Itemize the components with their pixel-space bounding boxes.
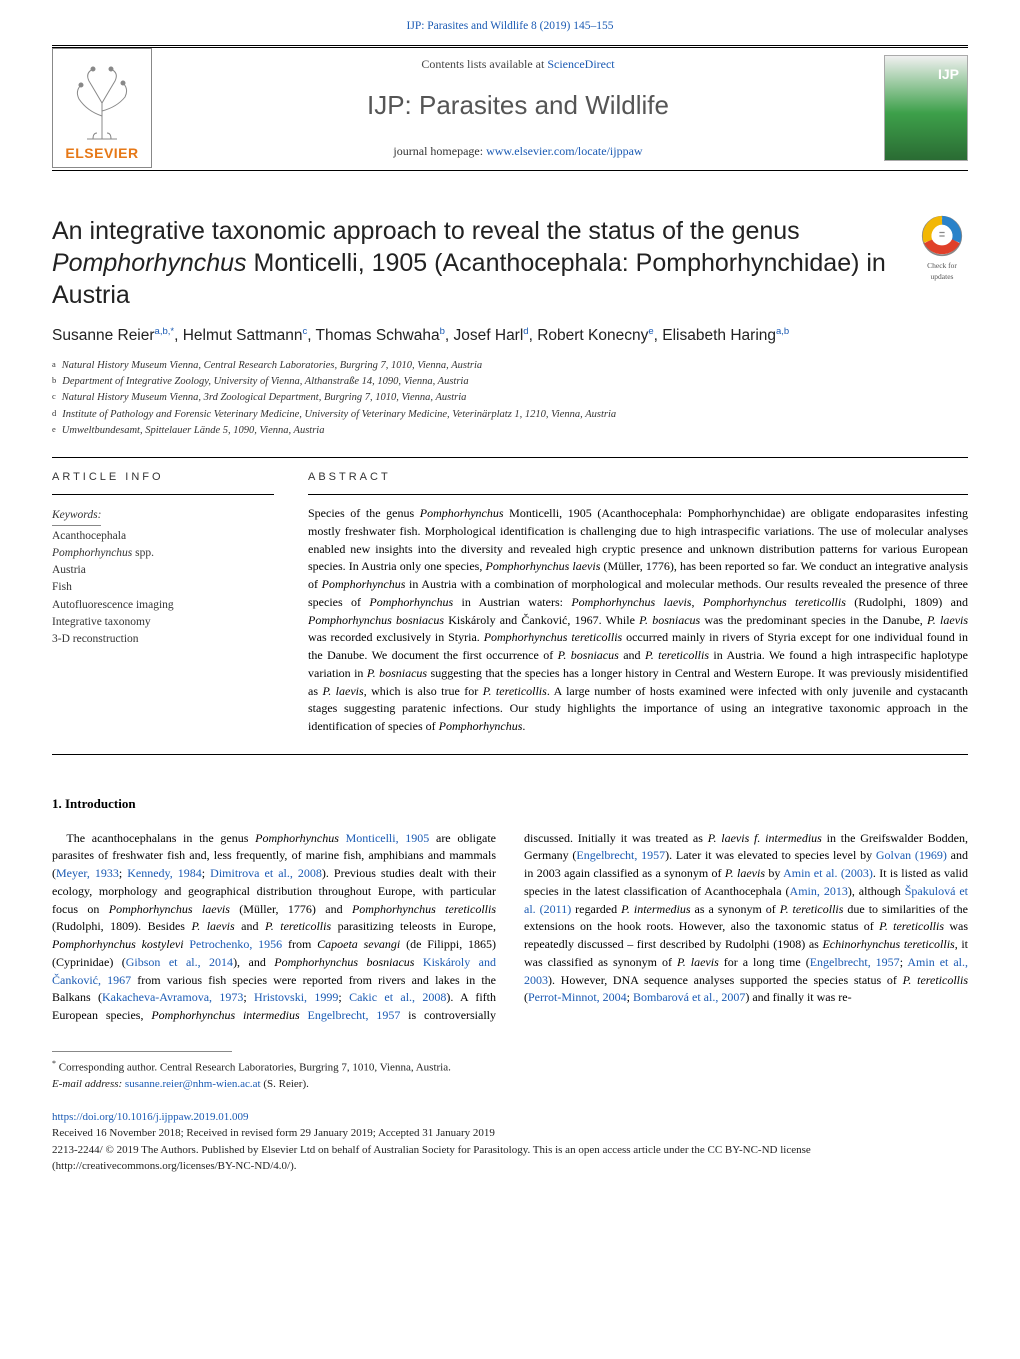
- section-1-heading: 1. Introduction: [52, 795, 968, 814]
- banner-center: Contents lists available at ScienceDirec…: [152, 48, 884, 168]
- affiliation: cNatural History Museum Vienna, 3rd Zool…: [52, 390, 968, 406]
- keywords-label: Keywords:: [52, 507, 101, 526]
- article-info-heading: ARTICLE INFO: [52, 460, 274, 495]
- check-updates-badge[interactable]: Check for updates: [916, 215, 968, 283]
- abstract-text: Species of the genus Pomphorhynchus Mont…: [308, 505, 968, 736]
- affiliation: eUmweltbundesamt, Spittelauer Lände 5, 1…: [52, 423, 968, 439]
- license-text: 2213-2244/ © 2019 The Authors. Published…: [52, 1142, 968, 1175]
- affiliation: aNatural History Museum Vienna, Central …: [52, 358, 968, 374]
- abstract-heading: ABSTRACT: [308, 460, 968, 495]
- email-line: E-mail address: susanne.reier@nhm-wien.a…: [52, 1076, 968, 1093]
- affiliation: dInstitute of Pathology and Forensic Vet…: [52, 407, 968, 423]
- contents-prefix: Contents lists available at: [421, 57, 547, 71]
- keyword: Integrative taxonomy: [52, 614, 274, 631]
- keyword: Fish: [52, 579, 274, 596]
- email-suffix: (S. Reier).: [261, 1078, 309, 1090]
- running-citation: IJP: Parasites and Wildlife 8 (2019) 145…: [52, 18, 968, 35]
- article-info: ARTICLE INFO Keywords: AcanthocephalaPom…: [52, 460, 274, 736]
- keyword: 3-D reconstruction: [52, 631, 274, 648]
- journal-name: IJP: Parasites and Wildlife: [162, 87, 874, 125]
- email-label: E-mail address:: [52, 1078, 125, 1090]
- corresponding-author: * Corresponding author. Central Research…: [52, 1058, 968, 1076]
- footer-block: https://doi.org/10.1016/j.ijppaw.2019.01…: [52, 1109, 968, 1175]
- publisher-name: ELSEVIER: [65, 143, 138, 163]
- homepage-prefix: journal homepage:: [393, 144, 486, 158]
- title-row: An integrative taxonomic approach to rev…: [52, 215, 968, 311]
- keyword: Autofluorescence imaging: [52, 597, 274, 614]
- article-title: An integrative taxonomic approach to rev…: [52, 215, 902, 311]
- page: IJP: Parasites and Wildlife 8 (2019) 145…: [0, 0, 1020, 1205]
- journal-homepage-line: journal homepage: www.elsevier.com/locat…: [162, 143, 874, 160]
- contents-list-line: Contents lists available at ScienceDirec…: [162, 56, 874, 73]
- check-updates-label: Check for updates: [916, 261, 968, 283]
- author-email-link[interactable]: susanne.reier@nhm-wien.ac.at: [125, 1078, 261, 1090]
- top-rule: [52, 45, 968, 46]
- body-columns: The acanthocephalans in the genus Pompho…: [52, 830, 968, 1025]
- affiliation: bDepartment of Integrative Zoology, Univ…: [52, 374, 968, 390]
- keyword: Acanthocephala: [52, 528, 274, 545]
- affiliations: aNatural History Museum Vienna, Central …: [52, 358, 968, 439]
- journal-homepage-link[interactable]: www.elsevier.com/locate/ijppaw: [486, 144, 643, 158]
- doi-link[interactable]: https://doi.org/10.1016/j.ijppaw.2019.01…: [52, 1111, 248, 1123]
- citation-link[interactable]: IJP: Parasites and Wildlife 8 (2019) 145…: [407, 20, 614, 32]
- crossmark-icon: [921, 215, 963, 257]
- footnotes: * Corresponding author. Central Research…: [52, 1058, 968, 1093]
- abstract: ABSTRACT Species of the genus Pomphorhyn…: [308, 460, 968, 736]
- footnote-rule: [52, 1051, 232, 1052]
- author-list: Susanne Reiera,b,*, Helmut Sattmannc, Th…: [52, 325, 968, 348]
- elsevier-tree-icon: [67, 61, 137, 141]
- body-divider: [52, 754, 968, 755]
- info-divider: [52, 457, 968, 458]
- info-abstract-row: ARTICLE INFO Keywords: AcanthocephalaPom…: [52, 460, 968, 736]
- received-dates: Received 16 November 2018; Received in r…: [52, 1125, 968, 1142]
- keyword: Pomphorhynchus spp.: [52, 545, 274, 562]
- sciencedirect-link[interactable]: ScienceDirect: [547, 57, 614, 71]
- journal-cover-thumbnail: [884, 55, 968, 161]
- publisher-logo: ELSEVIER: [52, 48, 152, 168]
- keyword: Austria: [52, 562, 274, 579]
- keywords-list: AcanthocephalaPomphorhynchus spp.Austria…: [52, 528, 274, 649]
- journal-banner: ELSEVIER Contents lists available at Sci…: [52, 47, 968, 171]
